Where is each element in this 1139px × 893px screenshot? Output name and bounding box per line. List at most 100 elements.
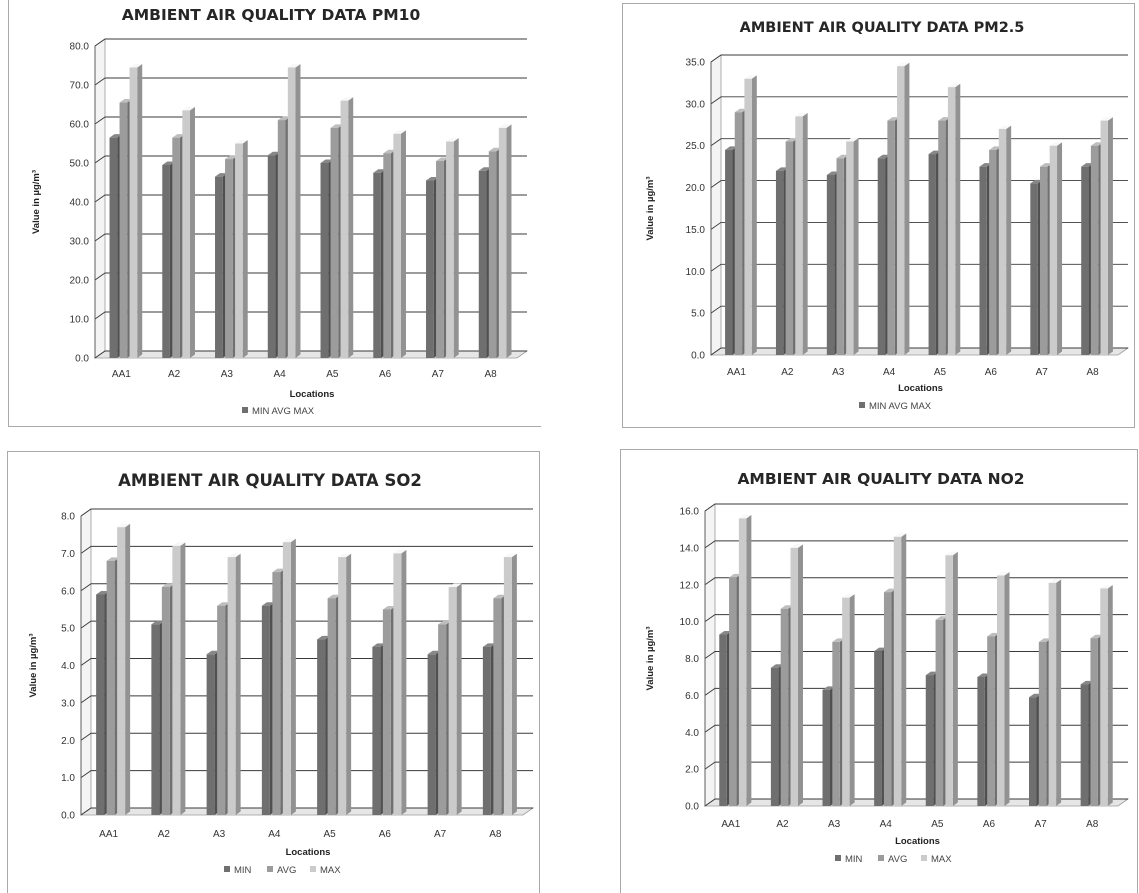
- bar-top-avg: [272, 568, 286, 573]
- y-tick-label: 10.0: [70, 315, 90, 326]
- bar-avg: [987, 636, 995, 806]
- bar-top-max: [744, 75, 757, 79]
- gridline: [94, 272, 527, 281]
- y-tick-label: 0.0: [691, 351, 705, 362]
- bar-top-avg: [225, 155, 238, 160]
- bar-top-min: [109, 134, 123, 138]
- bar-min: [373, 172, 381, 358]
- bar-avg: [172, 137, 180, 358]
- bar-top-max: [945, 551, 958, 556]
- bar-top-min: [822, 686, 835, 690]
- bar-min: [1081, 166, 1089, 355]
- x-tick-label: AA1: [99, 829, 118, 840]
- bar-avg: [217, 605, 226, 815]
- bar-min: [478, 170, 487, 358]
- x-tick-label: A8: [485, 369, 498, 380]
- bar-top-min: [317, 635, 331, 640]
- bar-max: [744, 78, 752, 355]
- bar-side-max: [189, 106, 195, 358]
- gridline: [704, 724, 1128, 733]
- gridline: [80, 508, 533, 517]
- bar-top-max: [1100, 117, 1113, 121]
- gridline: [94, 194, 527, 203]
- bar-min: [215, 176, 223, 358]
- gridline: [710, 180, 1128, 188]
- bar-min: [206, 654, 215, 815]
- bar-top-avg: [327, 594, 341, 599]
- y-tick-label: 8.0: [685, 654, 699, 665]
- bar-min: [925, 675, 934, 806]
- bar-top-avg: [383, 149, 396, 154]
- bar-side-max: [401, 549, 407, 815]
- bar-side-max: [802, 112, 808, 356]
- bar-avg: [488, 151, 497, 358]
- bar-min: [928, 154, 936, 355]
- bar-side-max: [849, 594, 855, 806]
- bar-min: [96, 594, 105, 815]
- bar-top-max: [227, 553, 241, 558]
- bar-avg: [883, 592, 892, 806]
- bar-side-max: [506, 124, 512, 359]
- bar-side-max: [511, 553, 517, 815]
- legend-swatch: [242, 407, 248, 413]
- y-tick-label: 40.0: [70, 198, 90, 209]
- x-tick-label: A2: [776, 819, 789, 830]
- y-tick-label: 30.0: [686, 99, 706, 110]
- gridline: [94, 38, 527, 47]
- y-tick-label: 20.0: [686, 183, 706, 194]
- bar-top-min: [427, 650, 441, 655]
- bar-top-avg: [106, 557, 120, 561]
- bar-avg: [785, 141, 794, 355]
- gridline: [704, 614, 1128, 622]
- y-tick-label: 70.0: [70, 81, 90, 92]
- bar-avg: [734, 112, 743, 355]
- x-tick-label: A5: [931, 819, 944, 830]
- y-tick-label: 6.0: [685, 691, 699, 702]
- gridline: [94, 233, 527, 242]
- chart-title: AMBIENT AIR QUALITY DATA NO2: [737, 470, 1024, 488]
- x-tick-label: A2: [158, 829, 171, 840]
- bar-avg: [330, 127, 339, 359]
- bar-top-avg: [277, 116, 291, 121]
- gridline: [710, 54, 1128, 63]
- y-tick-label: 5.0: [691, 309, 705, 320]
- chart-floor: [79, 807, 535, 816]
- x-tick-label: A3: [832, 367, 845, 378]
- bar-side-max: [453, 138, 459, 358]
- bar-max: [498, 127, 507, 359]
- y-tick-label: 35.0: [686, 58, 706, 69]
- bar-min: [109, 137, 118, 358]
- bar-top-min: [725, 146, 738, 150]
- bar-top-max: [897, 62, 910, 67]
- chart-pm25: AMBIENT AIR QUALITY DATA PM2.5 0.0 5.0 10.0…: [645, 20, 1130, 412]
- chart-panel-pm25: AMBIENT AIR QUALITY DATA PM2.5 0.0 5.0 10.0…: [622, 3, 1135, 428]
- bar-top-min: [770, 664, 784, 668]
- bar-top-avg: [493, 594, 507, 599]
- bar-min: [1080, 684, 1089, 806]
- bar-top-avg: [938, 117, 951, 121]
- bar-top-max: [117, 523, 131, 528]
- x-tick-label: A3: [213, 829, 226, 840]
- bar-max: [1100, 588, 1108, 806]
- bar-top-min: [267, 151, 281, 156]
- bar-side-max: [1004, 572, 1010, 806]
- bar-min: [1030, 183, 1038, 355]
- bar-side-max: [904, 62, 910, 355]
- bar-side-max: [853, 138, 859, 355]
- gridline: [710, 138, 1128, 147]
- bar-top-avg: [161, 583, 175, 588]
- x-tick-label: A7: [432, 369, 445, 380]
- y-tick-label: 4.0: [685, 728, 699, 739]
- x-tick-label: AA1: [727, 367, 746, 378]
- x-tick-label: A4: [274, 369, 287, 380]
- bar-max: [795, 116, 803, 356]
- bar-side-max: [348, 97, 354, 358]
- gridline: [94, 311, 527, 320]
- chart-panel-so2: AMBIENT AIR QUALITY DATA SO2 0.0 1.0 2.0 3.0…: [7, 451, 540, 893]
- gridline: [80, 770, 533, 778]
- bar-min: [770, 667, 779, 806]
- gridline: [80, 545, 533, 554]
- legend-label-avg: AVG: [277, 865, 296, 876]
- bar-top-max: [282, 538, 296, 543]
- bar-top-avg: [832, 638, 845, 642]
